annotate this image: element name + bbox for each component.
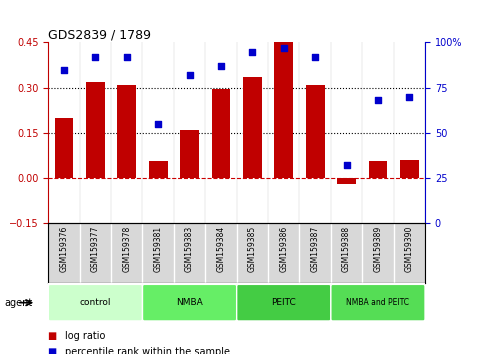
- Point: [374, 97, 382, 103]
- Text: control: control: [80, 298, 111, 307]
- Text: PEITC: PEITC: [271, 298, 296, 307]
- Bar: [400, 160, 419, 178]
- Bar: [86, 82, 105, 178]
- Bar: [55, 118, 73, 178]
- Point: [155, 121, 162, 127]
- Point: [280, 45, 288, 51]
- Text: GSM159389: GSM159389: [373, 226, 383, 272]
- Text: GSM159388: GSM159388: [342, 226, 351, 272]
- Point: [343, 162, 351, 168]
- Text: GDS2839 / 1789: GDS2839 / 1789: [48, 28, 151, 41]
- Text: log ratio: log ratio: [65, 331, 106, 341]
- Text: GSM159390: GSM159390: [405, 226, 414, 273]
- Text: GSM159387: GSM159387: [311, 226, 320, 272]
- FancyBboxPatch shape: [331, 284, 425, 321]
- FancyBboxPatch shape: [48, 284, 142, 321]
- Text: GSM159377: GSM159377: [91, 226, 100, 273]
- Text: NMBA: NMBA: [176, 298, 203, 307]
- Text: ■: ■: [48, 331, 61, 341]
- Text: agent: agent: [5, 298, 33, 308]
- Text: NMBA and PEITC: NMBA and PEITC: [346, 298, 410, 307]
- Bar: [212, 89, 230, 178]
- Text: GSM159384: GSM159384: [216, 226, 226, 272]
- Text: ■: ■: [48, 347, 61, 354]
- Bar: [369, 161, 387, 178]
- Text: percentile rank within the sample: percentile rank within the sample: [65, 347, 230, 354]
- Bar: [149, 161, 168, 178]
- Point: [217, 63, 225, 69]
- FancyBboxPatch shape: [142, 284, 237, 321]
- Bar: [117, 85, 136, 178]
- Bar: [274, 42, 293, 178]
- Text: GSM159381: GSM159381: [154, 226, 163, 272]
- Point: [249, 49, 256, 55]
- Bar: [180, 130, 199, 178]
- Point: [92, 54, 99, 60]
- Point: [60, 67, 68, 73]
- Point: [123, 54, 131, 60]
- Text: GSM159376: GSM159376: [59, 226, 69, 273]
- Text: GSM159385: GSM159385: [248, 226, 257, 272]
- Point: [406, 94, 413, 99]
- Bar: [306, 85, 325, 178]
- FancyBboxPatch shape: [237, 284, 331, 321]
- Point: [186, 72, 194, 78]
- Text: GSM159378: GSM159378: [122, 226, 131, 272]
- Text: GSM159383: GSM159383: [185, 226, 194, 272]
- Text: GSM159386: GSM159386: [279, 226, 288, 272]
- Point: [312, 54, 319, 60]
- Bar: [243, 77, 262, 178]
- Bar: [337, 178, 356, 184]
